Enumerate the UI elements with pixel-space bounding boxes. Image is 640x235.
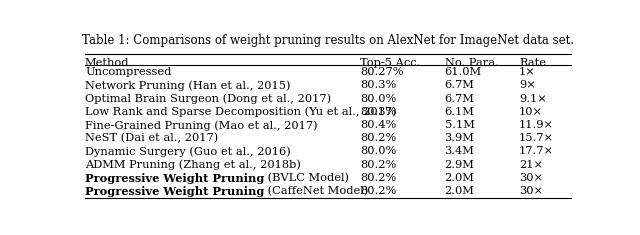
Text: Dynamic Surgery (Guo et al., 2016): Dynamic Surgery (Guo et al., 2016) [85,146,291,157]
Text: 2.9M: 2.9M [445,160,474,170]
Text: 11.9×: 11.9× [519,120,554,130]
Text: 3.9M: 3.9M [445,133,474,143]
Text: 1×: 1× [519,67,536,77]
Text: Low Rank and Sparse Decomposition (Yu et al., 2017): Low Rank and Sparse Decomposition (Yu et… [85,107,397,117]
Text: Optimal Brain Surgeon (Dong et al., 2017): Optimal Brain Surgeon (Dong et al., 2017… [85,94,331,104]
Text: 6.1M: 6.1M [445,107,474,117]
Text: Uncompressed: Uncompressed [85,67,172,77]
Text: 80.3%: 80.3% [360,107,397,117]
Text: 15.7×: 15.7× [519,133,554,143]
Text: 3.4M: 3.4M [445,146,474,156]
Text: 9×: 9× [519,80,536,90]
Text: (CaffeNet Model): (CaffeNet Model) [264,186,369,196]
Text: NeST (Dai et al., 2017): NeST (Dai et al., 2017) [85,133,218,144]
Text: 80.2%: 80.2% [360,186,397,196]
Text: 2.0M: 2.0M [445,186,474,196]
Text: Progressive Weight Pruning: Progressive Weight Pruning [85,173,264,184]
Text: 80.2%: 80.2% [360,160,397,170]
Text: 21×: 21× [519,160,543,170]
Text: 6.7M: 6.7M [445,94,474,104]
Text: Top-5 Acc.: Top-5 Acc. [360,58,420,68]
Text: Fine-Grained Pruning (Mao et al., 2017): Fine-Grained Pruning (Mao et al., 2017) [85,120,317,130]
Text: 5.1M: 5.1M [445,120,474,130]
Text: Network Pruning (Han et al., 2015): Network Pruning (Han et al., 2015) [85,80,291,91]
Text: 80.0%: 80.0% [360,146,397,156]
Text: 17.7×: 17.7× [519,146,554,156]
Text: 2.0M: 2.0M [445,173,474,183]
Text: Rate: Rate [519,58,546,68]
Text: (BVLC Model): (BVLC Model) [264,173,349,183]
Text: 30×: 30× [519,186,543,196]
Text: 9.1×: 9.1× [519,94,547,104]
Text: Method: Method [85,58,129,68]
Text: Table 1: Comparisons of weight pruning results on AlexNet for ImageNet data set.: Table 1: Comparisons of weight pruning r… [82,34,574,47]
Text: No. Para.: No. Para. [445,58,499,68]
Text: 80.0%: 80.0% [360,94,397,104]
Text: 80.2%: 80.2% [360,173,397,183]
Text: 30×: 30× [519,173,543,183]
Text: Progressive Weight Pruning: Progressive Weight Pruning [85,186,264,197]
Text: 80.4%: 80.4% [360,120,397,130]
Text: 80.2%: 80.2% [360,133,397,143]
Text: 80.3%: 80.3% [360,80,397,90]
Text: 6.7M: 6.7M [445,80,474,90]
Text: 80.27%: 80.27% [360,67,404,77]
Text: 61.0M: 61.0M [445,67,482,77]
Text: ADMM Pruning (Zhang et al., 2018b): ADMM Pruning (Zhang et al., 2018b) [85,160,301,170]
Text: 10×: 10× [519,107,543,117]
